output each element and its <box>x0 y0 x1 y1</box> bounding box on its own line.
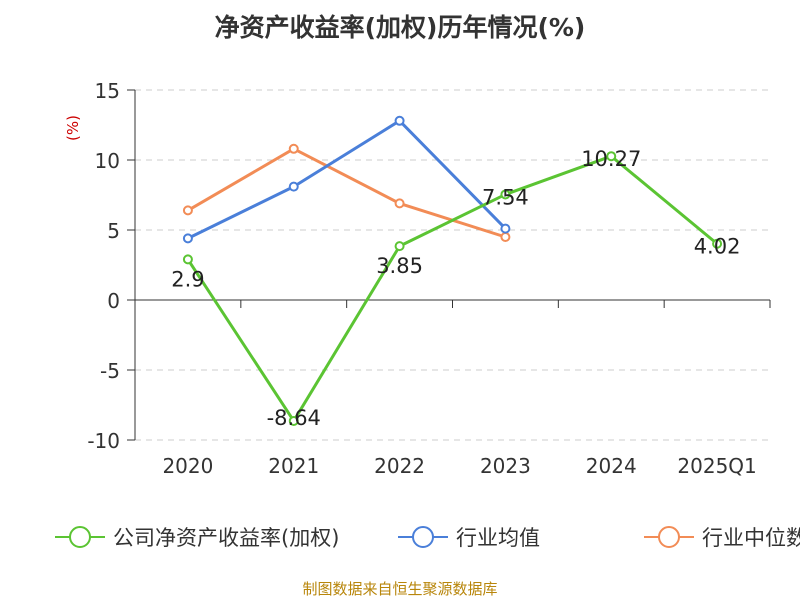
series-line <box>187 119 507 240</box>
data-point <box>712 238 723 249</box>
data-point <box>606 151 617 162</box>
chart-title: 净资产收益率(加权)历年情况(%) <box>214 13 586 42</box>
legend-label: 公司净资产收益率(加权) <box>113 526 339 550</box>
data-source-note: 制图数据来自恒生聚源数据库 <box>302 580 498 598</box>
legend-marker <box>69 526 91 548</box>
data-point <box>182 233 193 244</box>
x-tick-label: 2021 <box>268 454 319 478</box>
x-tick-label: 2025Q1 <box>677 454 756 478</box>
series-line <box>187 147 506 239</box>
data-point <box>500 223 511 234</box>
y-tick-label: 5 <box>107 219 120 243</box>
legend-marker <box>658 526 680 548</box>
legend-item: 公司净资产收益率(加权) <box>55 526 339 550</box>
legend-item: 行业均值 <box>398 526 540 550</box>
y-axis-label: (%) <box>64 115 82 141</box>
y-tick-label: 10 <box>95 149 120 173</box>
data-label: 2.9 <box>171 267 204 291</box>
data-point <box>394 198 405 209</box>
y-tick-label: 15 <box>95 79 120 103</box>
x-tick-label: 2023 <box>480 454 531 478</box>
data-label: 7.54 <box>482 185 529 209</box>
data-point <box>500 189 511 200</box>
data-point <box>288 143 299 154</box>
legend-marker <box>412 526 434 548</box>
data-point <box>288 181 299 192</box>
data-label: 3.85 <box>376 254 423 278</box>
data-label: 10.27 <box>581 147 641 171</box>
legend-item: 行业中位数 <box>644 526 800 550</box>
data-point <box>394 241 405 252</box>
data-point <box>394 115 405 126</box>
data-point <box>182 254 193 265</box>
x-tick-label: 2022 <box>374 454 425 478</box>
data-point <box>288 415 299 426</box>
series-line <box>186 154 719 423</box>
data-point <box>500 232 511 242</box>
x-tick-label: 2020 <box>162 454 213 478</box>
data-label: 4.02 <box>694 235 741 259</box>
data-point <box>182 205 193 216</box>
y-tick-label: -5 <box>100 359 120 383</box>
legend-label: 行业均值 <box>456 526 540 550</box>
y-tick-label: 0 <box>107 289 120 313</box>
data-label: -8.64 <box>267 406 321 430</box>
x-tick-label: 2024 <box>586 454 637 478</box>
y-tick-label: -10 <box>87 429 120 453</box>
legend-label: 行业中位数 <box>702 526 800 550</box>
